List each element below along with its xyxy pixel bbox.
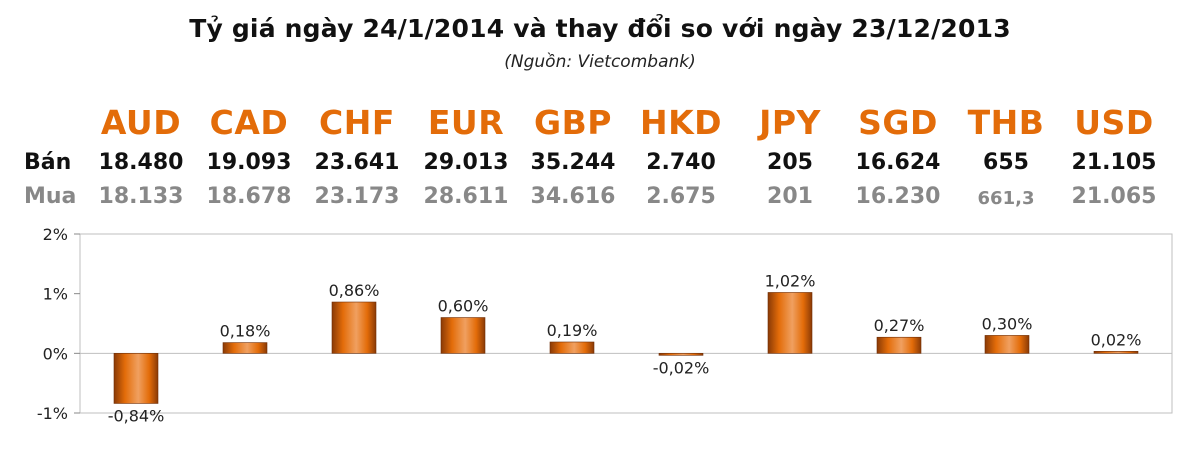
data-label-sgd: 0,27%: [874, 316, 925, 335]
y-tick-label: 2%: [43, 225, 68, 244]
data-label-eur: 0,60%: [438, 297, 489, 316]
currency-code-cad: CAD: [209, 103, 289, 142]
currency-code-hkd: HKD: [639, 103, 723, 142]
buy-rate-thb: 661,3: [977, 188, 1035, 209]
data-label-hkd: -0,02%: [653, 358, 710, 377]
bar-gbp: [549, 341, 595, 354]
buy-row-label: Mua: [24, 184, 77, 209]
y-tick-label: 0%: [43, 344, 68, 363]
data-label-jpy: 1,02%: [765, 271, 816, 290]
bar-jpy: [767, 292, 813, 354]
buy-rate-gbp: 34.616: [530, 184, 616, 209]
currency-code-aud: AUD: [100, 103, 182, 142]
bar-sgd: [876, 336, 922, 354]
buy-rate-chf: 23.173: [314, 184, 400, 209]
bar-hkd: [658, 353, 704, 356]
bar-usd: [1093, 351, 1139, 354]
buy-rate-sgd: 16.230: [855, 184, 941, 209]
currency-code-usd: USD: [1074, 103, 1154, 142]
sell-rate-cad: 19.093: [206, 150, 292, 175]
plot-area-frame: [79, 233, 1173, 414]
y-tick-label: -1%: [37, 404, 68, 423]
bar-aud: [113, 353, 159, 404]
data-label-aud: -0,84%: [108, 406, 165, 425]
bar-thb: [984, 335, 1030, 354]
bar-chf: [331, 301, 377, 354]
sell-rate-hkd: 2.740: [646, 150, 716, 175]
sell-rate-usd: 21.105: [1071, 150, 1157, 175]
sell-rate-sgd: 16.624: [855, 150, 941, 175]
sell-rate-chf: 23.641: [314, 150, 400, 175]
data-label-gbp: 0,19%: [547, 321, 598, 340]
currency-code-sgd: SGD: [858, 103, 938, 142]
source-note: (Nguồn: Vietcombank): [504, 52, 696, 72]
bar-cad: [222, 342, 268, 354]
chart-title: Tỷ giá ngày 24/1/2014 và thay đổi so với…: [189, 14, 1011, 43]
currency-code-eur: EUR: [427, 103, 505, 142]
currency-code-jpy: JPY: [759, 103, 821, 142]
sell-rate-jpy: 205: [767, 150, 813, 175]
currency-code-thb: THB: [967, 103, 1045, 142]
data-label-thb: 0,30%: [982, 314, 1033, 333]
sell-rate-thb: 655: [983, 150, 1029, 175]
y-tick-label: 1%: [43, 285, 68, 304]
sell-rate-gbp: 35.244: [530, 150, 616, 175]
buy-rate-hkd: 2.675: [646, 184, 716, 209]
bar-eur: [440, 317, 486, 354]
buy-rate-usd: 21.065: [1071, 184, 1157, 209]
currency-code-gbp: GBP: [534, 103, 612, 142]
sell-rate-aud: 18.480: [98, 150, 184, 175]
currency-code-chf: CHF: [319, 103, 395, 142]
sell-rate-eur: 29.013: [423, 150, 509, 175]
data-label-usd: 0,02%: [1091, 330, 1142, 349]
buy-rate-cad: 18.678: [206, 184, 292, 209]
buy-rate-jpy: 201: [767, 184, 813, 209]
data-label-cad: 0,18%: [220, 322, 271, 341]
data-label-chf: 0,86%: [329, 281, 380, 300]
buy-rate-aud: 18.133: [98, 184, 184, 209]
buy-rate-eur: 28.611: [423, 184, 509, 209]
sell-row-label: Bán: [24, 150, 72, 175]
